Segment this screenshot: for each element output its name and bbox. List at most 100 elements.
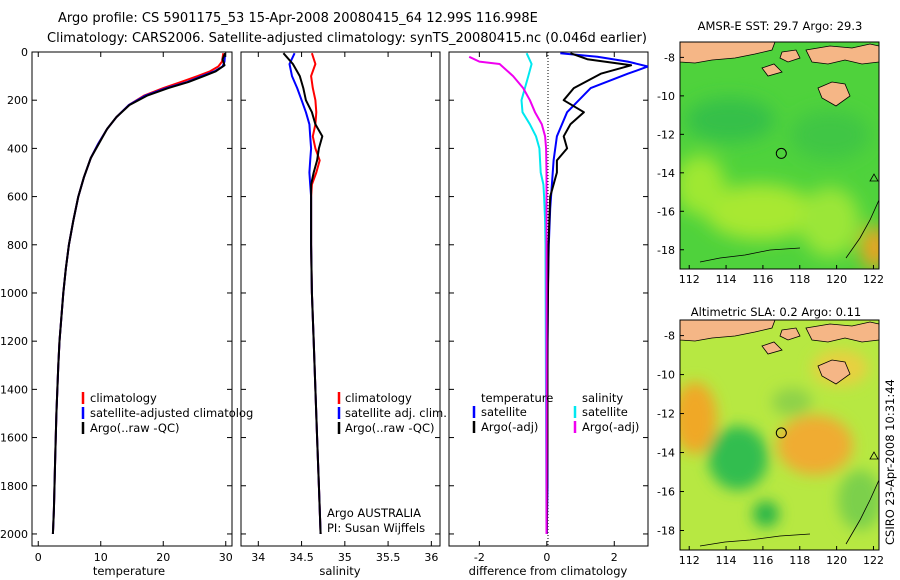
salinity-xlabel: salinity — [319, 564, 360, 578]
depth-ytick-label: 1000 — [0, 287, 28, 300]
depth-ytick-label: 0 — [21, 46, 28, 59]
temperature-xtick-label: 0 — [35, 551, 42, 564]
sst-map-xtick-label: 114 — [716, 273, 737, 286]
salinity-footer-line1: Argo AUSTRALIA — [327, 506, 421, 520]
legend-label-argo: Argo(..raw -QC) — [345, 421, 435, 435]
sla-map-xtick-label: 120 — [826, 554, 847, 567]
sla-triangle-marker — [869, 451, 879, 460]
salinity-footer-line2: PI: Susan Wijffels — [327, 521, 425, 535]
sst-map-xtick-label: 122 — [863, 273, 884, 286]
sst-map-xtick-label: 112 — [679, 273, 700, 286]
sst-land-java-bali — [680, 42, 776, 64]
legend-label-climatology: climatology — [345, 391, 412, 405]
sla-high-patch — [777, 415, 853, 475]
sst-map-ytick-label: -16 — [657, 205, 675, 218]
sst-land-island — [761, 63, 783, 77]
temperature-xtick-label: 20 — [156, 551, 170, 564]
sla-land-java-bali — [680, 320, 776, 342]
sst-map-ytick-label: -12 — [657, 128, 675, 141]
map-ticks-layer: 112 114 116 118 120 122 -8 -10 -12 -14 -16 -18 112 11… — [657, 51, 884, 567]
depth-ytick-label: 400 — [7, 142, 28, 155]
sla-map-title: Altimetric SLA: 0.2 Argo: 0.11 — [691, 305, 861, 319]
sst-map-title: AMSR-E SST: 29.7 Argo: 29.3 — [698, 19, 863, 33]
difference-xtick-label: 0 — [543, 551, 550, 564]
sst-land-lombok — [779, 49, 801, 63]
sla-low-patch — [772, 388, 812, 416]
sla-land-sumba — [817, 359, 851, 385]
temperature-xtick-label: 10 — [94, 551, 108, 564]
temperature-series-satellite-adjusted-climatolog — [51, 53, 227, 535]
difference-legend: temperature satellite Argo(-adj) salinit… — [472, 391, 639, 434]
sla-land-sumbawa — [805, 321, 879, 343]
salinity-xtick-label: 35 — [338, 551, 352, 564]
depth-ytick-label: 1200 — [0, 335, 28, 348]
sla-map-xtick-label: 122 — [863, 554, 884, 567]
sst-map-xtick-label: 116 — [752, 273, 773, 286]
sla-map-xtick-label: 116 — [752, 554, 773, 567]
figure-title-line1: Argo profile: CS 5901175_53 15-Apr-2008 … — [58, 11, 538, 26]
sla-map-frame — [679, 319, 880, 551]
sla-land-island — [761, 341, 783, 355]
sla-map-ytick-label: -18 — [657, 525, 675, 538]
sst-land-sumbawa — [805, 43, 879, 65]
difference-series-layer — [468, 52, 648, 535]
sla-land-lombok — [779, 327, 801, 341]
figure-title-line2: Climatology: CARS2006. Satellite-adjuste… — [47, 31, 647, 46]
sst-map-ytick-label: -14 — [657, 167, 675, 180]
salinity-legend: climatology satellite adj. clim. Argo(..… — [337, 391, 447, 435]
sla-map-ytick-label: -12 — [657, 408, 675, 421]
sst-land-sumba — [817, 81, 851, 107]
side-timestamp: CSIRO 23-Apr-2008 10:31:44 — [883, 379, 897, 545]
temperature-panel-frame — [31, 51, 233, 547]
sla-low-patch — [708, 426, 768, 490]
difference-xtick-label: 2 — [611, 551, 618, 564]
salinity-panel-frame — [240, 51, 441, 547]
depth-ytick-label: 2000 — [0, 528, 28, 541]
depth-ytick-label: 800 — [7, 239, 28, 252]
difference-xlabel: difference from climatology — [469, 564, 628, 578]
sst-map-frame — [679, 41, 880, 270]
salinity-xtick-label: 35.5 — [376, 551, 401, 564]
sla-map-xtick-label: 112 — [679, 554, 700, 567]
legend-label-climatology: climatology — [90, 391, 157, 405]
sla-map-ytick-label: -14 — [657, 447, 675, 460]
sla-map-xtick-label: 118 — [789, 554, 810, 567]
difference-xtick-label: -2 — [474, 551, 485, 564]
sla-low-patch — [838, 470, 879, 530]
sla-map-xtick-label: 114 — [716, 554, 737, 567]
temperature-series-layer — [51, 52, 227, 535]
sst-warm-patch — [861, 226, 879, 269]
salinity-xtick-label: 34 — [251, 551, 265, 564]
difference-series-salinity-argo-adj — [468, 55, 548, 534]
sla-map-ytick-label: -16 — [657, 486, 675, 499]
sla-field-texture — [680, 350, 879, 530]
sla-contour-shelf — [699, 533, 811, 547]
sla-argo-position-marker — [775, 427, 787, 439]
salinity-xtick-label: 36 — [424, 551, 438, 564]
depth-ytick-label: 1800 — [0, 480, 28, 493]
legend-label-argo: Argo(..raw -QC) — [90, 421, 180, 435]
sst-contour-shelf — [699, 247, 801, 263]
temperature-series-climatology — [51, 53, 225, 535]
difference-series-temperature-satellite — [545, 52, 648, 535]
axis-ticks-layer: 0 10 20 30020040060080010001200140016001800… — [0, 46, 648, 564]
sla-map-ytick-label: -10 — [657, 369, 675, 382]
temperature-legend: climatology satellite-adjusted climatolo… — [81, 391, 253, 435]
sst-map-ytick-label: -8 — [664, 51, 675, 64]
legend-label-satellite: satellite-adjusted climatolog — [90, 406, 253, 420]
salinity-xtick-label: 34.5 — [289, 551, 314, 564]
sst-triangle-marker — [869, 173, 879, 182]
depth-ytick-label: 600 — [7, 191, 28, 204]
legend-heading-temperature: temperature — [481, 391, 553, 405]
sst-map-ytick-label: -10 — [657, 90, 675, 103]
sla-low-patch — [753, 501, 779, 527]
sla-map — [680, 320, 879, 550]
sla-high-patch — [680, 382, 717, 454]
sst-argo-position-marker — [775, 147, 787, 159]
legend-label-sal-satellite: satellite — [582, 405, 628, 419]
depth-ytick-label: 1600 — [0, 432, 28, 445]
depth-ytick-label: 200 — [7, 94, 28, 107]
sst-map-ytick-label: -18 — [657, 244, 675, 257]
salinity-series-layer — [282, 52, 324, 535]
